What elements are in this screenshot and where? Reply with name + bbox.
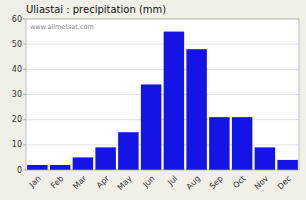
grid-line <box>26 144 299 145</box>
x-tick-label: Apr <box>95 174 112 191</box>
bar <box>73 157 93 170</box>
y-tick <box>23 44 26 45</box>
y-tick-label: 20 <box>12 115 22 124</box>
grid-line <box>26 94 299 95</box>
chart-container: 0 10 20 30 40 50 60 Jan Feb Mar AprMay Jun Jul Aug Sep… <box>0 0 306 200</box>
y-tick <box>23 170 26 171</box>
y-tick-label: 40 <box>12 65 22 74</box>
y-tick-label: 30 <box>12 90 22 99</box>
y-tick <box>23 119 26 120</box>
bar <box>277 160 297 170</box>
bar <box>255 147 275 170</box>
bar <box>209 117 229 170</box>
x-tick-label: Jan <box>27 174 43 190</box>
x-tick-label: Dec <box>276 174 293 191</box>
x-tick-label: Oct <box>231 174 247 190</box>
grid-line <box>26 119 299 120</box>
bar <box>232 117 252 170</box>
bars <box>27 32 298 170</box>
chart-svg: 0 10 20 30 40 50 60 Jan Feb Mar AprMay Jun Jul Aug Sep… <box>0 0 306 200</box>
y-tick <box>23 94 26 95</box>
x-tick-label: Jun <box>141 174 157 190</box>
x-tick-label: Feb <box>49 174 65 190</box>
y-tick <box>23 144 26 145</box>
y-tick-label: 0 <box>17 166 22 175</box>
x-tick-label: Jul <box>165 174 179 188</box>
plot-frame <box>26 19 299 170</box>
plot-background <box>26 19 299 170</box>
bar <box>95 147 115 170</box>
x-tick-label: Nov <box>253 174 271 192</box>
grid-line <box>26 44 299 45</box>
grid <box>26 19 299 170</box>
grid-line <box>26 69 299 70</box>
background <box>0 0 306 200</box>
x-axis: Jan Feb Mar AprMay Jun Jul Aug Sep Oct Nov Dec <box>27 174 293 193</box>
bar <box>27 165 47 170</box>
bar <box>118 132 138 170</box>
x-tick-label: Sep <box>208 174 225 191</box>
y-tick <box>23 19 26 20</box>
watermark: www.allmetsat.com <box>30 23 94 31</box>
bar <box>164 32 184 170</box>
x-tick-label: Mar <box>71 174 89 192</box>
x-tick-label: May <box>116 174 134 192</box>
y-tick <box>23 69 26 70</box>
y-tick-label: 10 <box>12 140 22 149</box>
x-tick-label: Aug <box>185 174 202 191</box>
title: Uliastai : precipitation (mm) <box>26 4 166 15</box>
bar <box>141 84 161 170</box>
bar <box>186 49 206 170</box>
bar <box>50 165 70 170</box>
y-tick-label: 60 <box>12 15 22 24</box>
y-axis: 0 10 20 30 40 50 60 <box>12 15 26 175</box>
y-tick-label: 50 <box>12 40 22 49</box>
